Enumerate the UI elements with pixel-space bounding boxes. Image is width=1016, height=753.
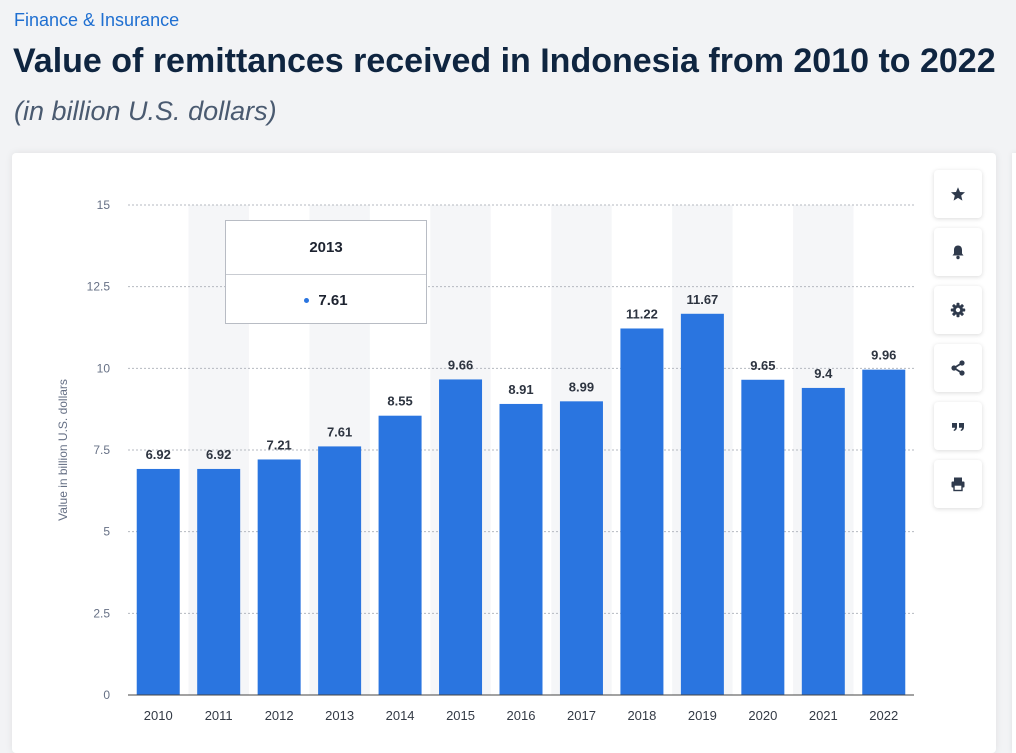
x-tick-label: 2010 [144,708,173,723]
adjacent-panel-edge [1012,153,1016,753]
data-label: 8.91 [508,382,533,397]
printer-icon [951,477,965,492]
x-tick-label: 2013 [325,708,354,723]
page-title: Value of remittances received in Indones… [13,42,996,80]
bar [620,328,664,695]
quote-icon [952,423,964,431]
star-icon [951,187,965,201]
bar [197,468,241,695]
bar [136,468,180,695]
data-label: 6.92 [206,447,231,462]
x-tick-label: 2019 [688,708,717,723]
bar [257,459,301,695]
bar [559,401,603,695]
bell-icon [952,245,964,260]
bar [439,379,483,695]
bars [136,313,906,695]
x-tick-label: 2018 [627,708,656,723]
bar [680,313,724,695]
data-label: 7.61 [327,424,352,439]
bar [378,415,422,695]
data-label: 6.92 [146,447,171,462]
y-axis-label: Value in billion U.S. dollars [56,379,70,521]
bar-chart: 0 2.5 5 7.5 10 12.5 15 6.92 6.92 7.21 7.61 8.55 9.6… [56,198,914,723]
data-label: 9.96 [871,348,896,363]
cite-button[interactable] [934,402,982,450]
print-button[interactable] [934,460,982,508]
y-tick-label: 12.5 [87,280,111,294]
x-tick-label: 2017 [567,708,596,723]
y-tick-label: 2.5 [93,606,110,620]
data-label: 8.55 [387,394,412,409]
tooltip-value-row: 7.61 [226,275,426,325]
x-tick-label: 2012 [265,708,294,723]
x-tick-label: 2014 [386,708,415,723]
share-icon [951,360,965,376]
x-tick-label: 2016 [507,708,536,723]
y-tick-label: 10 [97,361,111,375]
notification-button[interactable] [934,228,982,276]
bar [318,446,362,695]
data-label: 11.67 [686,292,718,307]
y-tick-label: 7.5 [93,443,110,457]
share-button[interactable] [934,344,982,392]
data-label: 9.66 [448,357,473,372]
data-label: 9.65 [750,358,775,373]
data-label: 8.99 [569,379,594,394]
bar [499,403,543,695]
gear-icon [950,302,966,318]
data-label: 11.22 [626,306,658,321]
y-axis-ticks: 0 2.5 5 7.5 10 12.5 15 [87,198,111,702]
y-tick-label: 0 [103,688,110,702]
data-label: 9.4 [814,366,833,381]
series-dot-icon [304,297,310,303]
tooltip-value: 7.61 [318,291,348,309]
x-tick-label: 2011 [205,708,233,723]
settings-button[interactable] [934,286,982,334]
data-label: 7.21 [266,437,291,452]
page-subtitle: (in billion U.S. dollars) [14,96,277,126]
tooltip-category: 2013 [226,221,426,275]
y-tick-label: 5 [103,525,110,539]
favorite-button[interactable] [934,170,982,218]
value-labels: 6.92 6.92 7.21 7.61 8.55 9.66 8.91 8.99 11.22 11.… [146,292,897,462]
bar [801,387,845,695]
breadcrumb[interactable]: Finance & Insurance [14,10,180,30]
x-tick-label: 2021 [809,708,838,723]
x-tick-label: 2015 [446,708,475,723]
chart-tooltip: 2013 7.61 [225,220,427,324]
x-axis-ticks: 2010 2011 2012 2013 2014 2015 2016 2017 2018 2019… [144,708,898,723]
x-tick-label: 2020 [748,708,777,723]
bar [741,379,785,695]
y-tick-label: 15 [97,198,111,212]
x-tick-label: 2022 [869,708,898,723]
bar [862,369,906,695]
